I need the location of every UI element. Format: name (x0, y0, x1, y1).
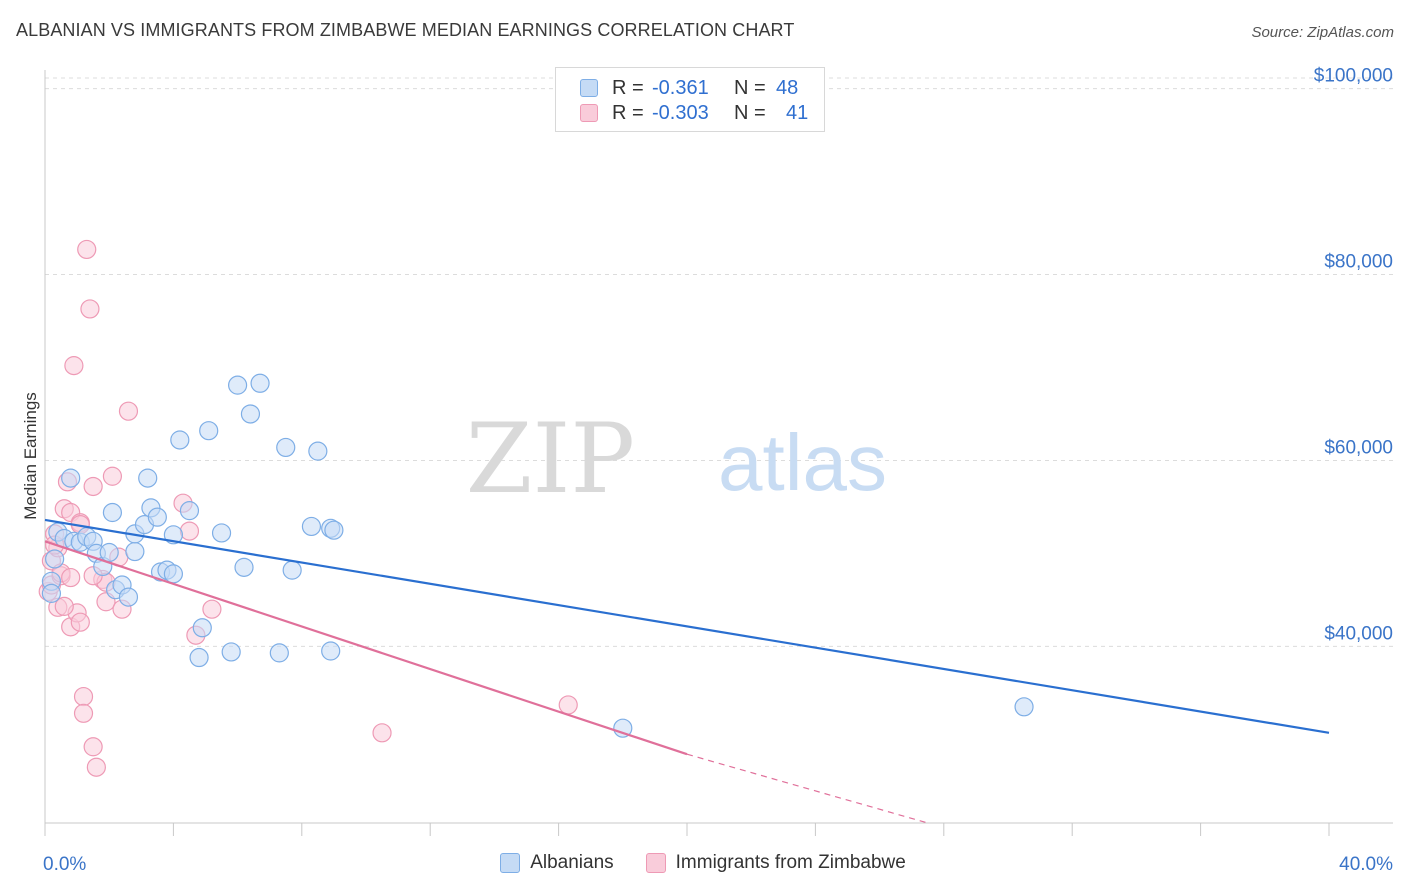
watermark-zip: ZIP (466, 403, 635, 515)
data-point-zimbabwe (64, 356, 84, 376)
r-value: -0.303 (652, 101, 709, 124)
data-point-albanians (228, 375, 248, 395)
stats-legend: R = -0.361 N = 48 R = -0.303 N = 41 (555, 67, 825, 132)
data-point-zimbabwe (118, 401, 139, 421)
data-point-albanians (276, 437, 296, 458)
watermark: ZIP atlas (466, 403, 887, 515)
r-label: R = (612, 76, 644, 99)
data-point-zimbabwe (61, 567, 81, 588)
trend-lines (44, 518, 1330, 824)
data-point-zimbabwe (77, 239, 97, 260)
data-point-zimbabwe (54, 596, 74, 616)
data-point-albanians (102, 502, 123, 523)
watermark-atlas: atlas (718, 418, 887, 507)
legend-item-albanians[interactable]: Albanians (500, 852, 614, 874)
y-axis-label: Median Earnings (21, 392, 40, 520)
n-value: 41 (786, 101, 809, 124)
n-value: 48 (776, 76, 799, 99)
zimbabwe-swatch (580, 104, 598, 122)
y-tick-labels: $40,000 $60,000 $80,000 $100,000 (1314, 66, 1393, 645)
data-point-albanians (41, 583, 62, 603)
chart-title: ALBANIAN VS IMMIGRANTS FROM ZIMBABWE MED… (16, 20, 795, 40)
data-point-albanians (240, 404, 261, 424)
data-point-zimbabwe (372, 723, 392, 743)
data-point-albanians (163, 564, 183, 584)
data-point-albanians (250, 373, 270, 393)
legend-label-albanians: Albanians (530, 852, 614, 873)
data-point-zimbabwe (73, 703, 94, 723)
legend-item-zimbabwe[interactable]: Immigrants from Zimbabwe (645, 852, 906, 874)
data-point-albanians (45, 549, 65, 569)
source-label: Source: ZipAtlas.com (1251, 24, 1394, 41)
stats-row-albanians: R = -0.361 N = 48 (580, 76, 798, 100)
data-point-albanians (192, 618, 212, 638)
x-tick-label: 40.0% (1339, 854, 1393, 875)
data-point-zimbabwe (70, 612, 90, 632)
zimbabwe-legend-swatch (645, 853, 666, 873)
data-point-albanians (1014, 697, 1034, 717)
data-point-albanians (282, 560, 302, 580)
data-point-albanians (170, 430, 190, 450)
r-label: R = (612, 101, 644, 124)
series-legend: Albanians Immigrants from Zimbabwe (0, 852, 1406, 874)
data-point-zimbabwe (83, 737, 103, 757)
data-point-albanians (324, 520, 344, 540)
data-point-albanians (163, 525, 183, 545)
data-point-albanians (234, 557, 254, 577)
data-point-albanians (189, 647, 209, 668)
series-albanians-points (41, 373, 1034, 738)
trend-line-zimbabwe-extension (686, 753, 928, 824)
data-point-zimbabwe (179, 521, 200, 541)
data-point-albanians (308, 441, 328, 461)
data-point-zimbabwe (86, 757, 106, 777)
data-point-albanians (613, 718, 633, 738)
data-point-albanians (179, 501, 200, 521)
n-label: N = (734, 101, 766, 124)
n-label: N = (734, 76, 766, 99)
data-point-zimbabwe (80, 299, 100, 319)
data-point-albanians (147, 507, 167, 527)
trend-line-albanians (44, 518, 1330, 734)
y-tick-label: $60,000 (1324, 437, 1393, 458)
data-point-zimbabwe (558, 695, 578, 715)
data-point-albanians (321, 641, 341, 661)
r-value: -0.361 (652, 76, 709, 99)
data-point-albanians (211, 523, 232, 543)
x-tick-label: 0.0% (43, 854, 86, 875)
y-tick-label: $40,000 (1324, 623, 1393, 644)
stats-row-zimbabwe: R = -0.303 N = 41 (580, 101, 808, 125)
data-point-zimbabwe (102, 466, 123, 486)
legend-label-zimbabwe: Immigrants from Zimbabwe (675, 852, 906, 873)
data-point-albanians (301, 516, 322, 537)
albanians-swatch (580, 79, 598, 97)
axes (44, 70, 1393, 836)
albanians-legend-swatch (500, 853, 521, 873)
y-tick-label: $100,000 (1314, 66, 1393, 87)
data-point-zimbabwe (73, 686, 94, 707)
data-point-albanians (221, 642, 241, 662)
trend-line-zimbabwe (44, 540, 688, 756)
data-point-albanians (199, 421, 219, 441)
data-point-albanians (61, 468, 81, 488)
data-point-albanians (99, 542, 119, 563)
data-point-albanians (125, 541, 145, 562)
data-point-albanians (118, 587, 139, 607)
y-tick-label: $80,000 (1324, 252, 1393, 273)
data-point-albanians (138, 468, 158, 488)
x-tick-labels: 0.0% 40.0% (43, 854, 1393, 875)
data-point-zimbabwe (202, 599, 222, 619)
data-point-albanians (269, 643, 289, 663)
data-point-zimbabwe (83, 476, 103, 497)
